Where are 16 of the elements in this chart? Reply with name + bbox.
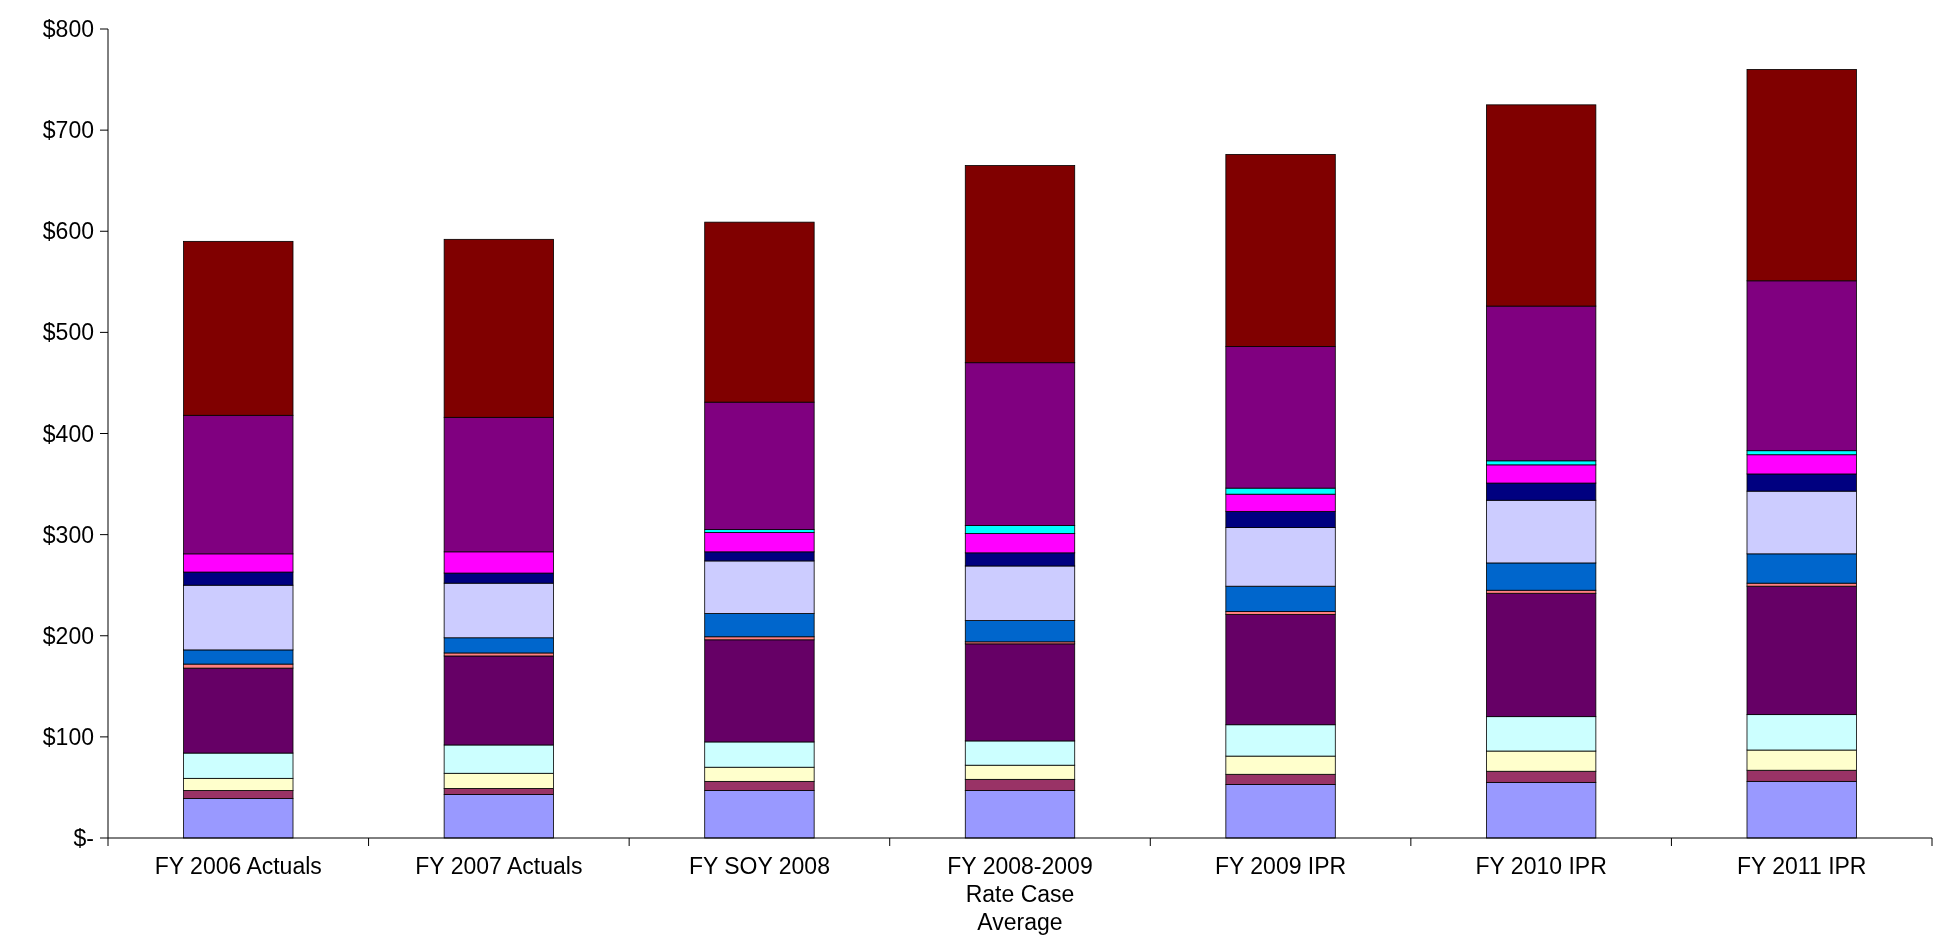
x-tick-label: FY 2007 Actuals [415,853,583,879]
x-tick-label: FY 2011 IPR [1736,853,1867,879]
y-tick-label: $500 [42,319,94,346]
x-tick-label: FY 2010 IPR [1475,853,1607,879]
x-tick-label: FY SOY 2008 [688,853,830,879]
y-tick-label: $700 [42,117,94,144]
x-tick-label: FY 2008-2009 Rate Case Average [947,853,1093,935]
y-tick-label: $- [73,825,94,852]
y-tick-label: $800 [42,16,94,43]
y-tick-label: $300 [42,521,94,548]
x-tick-label: FY 2009 IPR [1214,853,1347,879]
y-tick-label: $600 [42,218,94,245]
y-tick-label: $200 [42,622,94,649]
x-tick-label: FY 2006 Actuals [154,853,322,879]
y-tick-label: $400 [42,420,94,447]
y-tick-label: $100 [42,723,94,750]
